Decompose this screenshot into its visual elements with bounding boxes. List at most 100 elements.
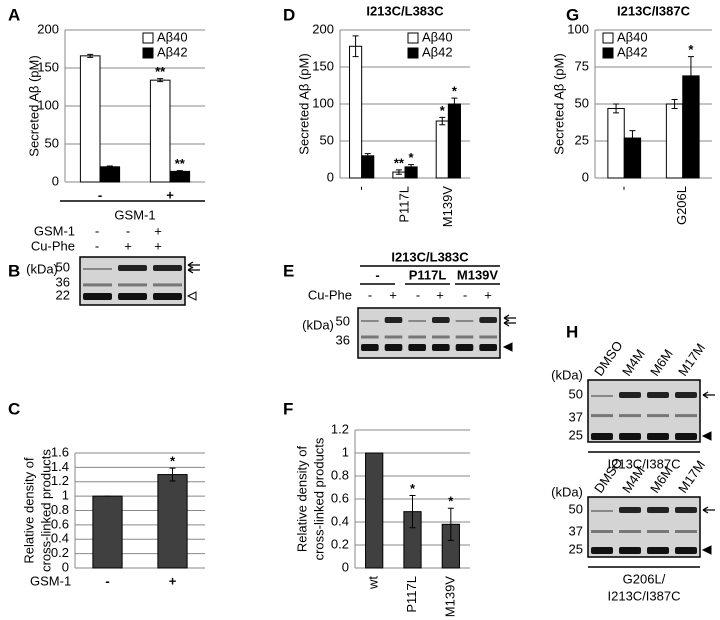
- panel-letter: F: [283, 399, 293, 418]
- error-bar: [408, 164, 415, 170]
- blot-band: [408, 335, 426, 339]
- blot-band: [647, 507, 669, 513]
- y-tick-label: 0.6: [331, 490, 349, 505]
- blot-band: [408, 344, 426, 351]
- blot-band: [591, 395, 613, 397]
- legend-swatch: [407, 32, 419, 44]
- y-tick-label: 150: [312, 58, 334, 73]
- chart-title: I213C/I387C: [617, 3, 691, 18]
- mw-marker: 36: [336, 332, 350, 347]
- y-tick-label: 1.2: [331, 421, 349, 436]
- lane-label: +: [154, 238, 162, 253]
- bar: [607, 107, 625, 179]
- legend-swatch: [602, 47, 614, 59]
- blot-caption: I213C/I387C: [608, 456, 681, 471]
- blot-band: [619, 392, 641, 398]
- error-bar: [395, 169, 402, 175]
- x-tick-label: -: [105, 573, 109, 588]
- lane-label: -: [126, 223, 130, 238]
- blot-title: I213C/L383C: [391, 249, 469, 264]
- x-tick-label: P117L: [404, 576, 419, 613]
- y-tick-label: 25: [575, 132, 589, 147]
- bar: [99, 166, 121, 183]
- y-tick-label: 0.2: [51, 545, 69, 560]
- significance-label: **: [394, 155, 405, 170]
- y-tick-label: 0: [327, 169, 334, 184]
- y-tick-label: 0: [582, 169, 589, 184]
- mw-marker: 50: [336, 313, 350, 328]
- blot-caption: I213C/I387C: [608, 588, 681, 603]
- triangle-icon: [701, 431, 712, 441]
- y-tick-label: 0: [342, 559, 349, 574]
- y-tick-label: 200: [37, 21, 59, 36]
- significance-label: *: [170, 454, 176, 469]
- blot-band: [647, 547, 669, 554]
- blot-band: [83, 293, 112, 300]
- blot-band: [675, 433, 697, 440]
- blot-band: [384, 335, 403, 339]
- bar: [157, 474, 188, 569]
- y-axis-label: Secreted Aβ (pM): [26, 55, 41, 156]
- lane-label: +: [154, 223, 162, 238]
- blot-band: [432, 335, 450, 339]
- blot-band: [675, 392, 697, 398]
- lane-label: -: [95, 238, 99, 253]
- bar: [435, 120, 449, 179]
- blot-band: [647, 414, 669, 418]
- y-tick-label: 50: [575, 95, 589, 110]
- blot-band: [675, 547, 697, 554]
- lane-label: +: [124, 238, 132, 253]
- unit-label: (kDa): [551, 484, 583, 499]
- legend-swatch: [407, 47, 419, 59]
- blot-caption: G206L/: [623, 571, 666, 586]
- blot-band: [384, 317, 403, 323]
- y-tick-label: 200: [312, 21, 334, 36]
- blot-band: [118, 283, 147, 287]
- group-label: -: [375, 267, 379, 282]
- y-tick-label: 50: [45, 135, 59, 150]
- panel-letter: E: [283, 261, 294, 280]
- triangle-icon: [701, 545, 712, 555]
- y-axis-label: cross-linked products: [38, 449, 53, 572]
- x-tick-label: +: [169, 573, 177, 588]
- blot-band: [432, 317, 450, 323]
- error-bar: [157, 78, 164, 83]
- significance-label: *: [448, 494, 454, 509]
- y-axis-label: Relative density of: [294, 446, 309, 553]
- row-label: Cu-Phe: [308, 287, 352, 302]
- arrow-icon: [187, 261, 200, 269]
- blot-band: [591, 414, 613, 418]
- error-bar: [169, 467, 176, 482]
- arrow-icon: [702, 506, 715, 514]
- error-bar: [176, 170, 183, 173]
- legend-swatch: [142, 47, 154, 59]
- y-tick-label: 0.8: [51, 502, 69, 517]
- legend-label: Aβ40: [617, 29, 648, 44]
- mw-marker: 37: [569, 523, 583, 538]
- y-axis-label: Relative density of: [21, 457, 36, 564]
- chart-title: I213C/L383C: [366, 3, 444, 18]
- y-axis-label: Secreted Aβ (pM): [551, 53, 566, 154]
- error-bar: [451, 97, 458, 111]
- blot-band: [675, 507, 697, 513]
- blot-band: [619, 507, 641, 513]
- blot-band: [619, 433, 641, 440]
- panel-letter: G: [566, 5, 579, 24]
- blot-band: [619, 547, 641, 554]
- arrow-icon: [503, 314, 516, 322]
- lane-label: -: [368, 287, 372, 302]
- blot-band: [619, 414, 641, 418]
- y-tick-label: 1.6: [51, 444, 69, 459]
- mw-marker: 22: [56, 287, 70, 302]
- bar: [79, 55, 101, 183]
- legend-label: Aβ42: [422, 44, 453, 59]
- blot-band: [361, 344, 379, 351]
- x-tick-label: G206L: [674, 186, 689, 225]
- panel-letter: C: [8, 399, 20, 418]
- y-tick-label: 0: [62, 559, 69, 574]
- y-tick-label: 0: [52, 173, 59, 188]
- arrow-icon: [187, 266, 200, 274]
- blot-band: [455, 344, 474, 351]
- unit-label: (kDa): [551, 367, 583, 382]
